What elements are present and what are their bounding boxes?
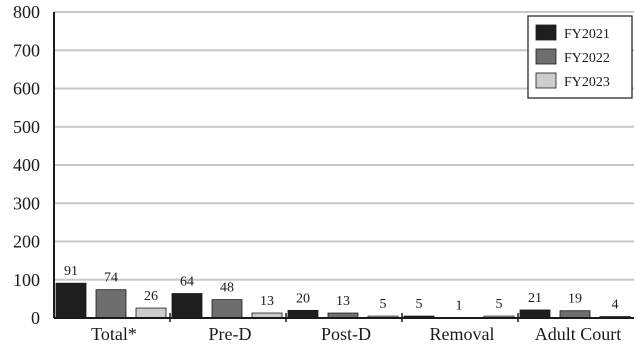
data-label: 20: [296, 291, 310, 306]
y-tick-label: 500: [13, 117, 40, 137]
data-label: 91: [64, 264, 78, 279]
data-label: 13: [260, 294, 274, 309]
y-tick-labels: 0 100 200 300 400 500 600 700 800: [13, 2, 40, 328]
legend-swatch: [535, 24, 557, 41]
gridlines: [54, 11, 634, 281]
bar-fy2021: [171, 293, 203, 319]
data-label: 5: [496, 297, 503, 312]
data-label: 21: [528, 291, 542, 306]
x-category-label: Post-D: [321, 324, 371, 344]
legend: FY2021 FY2022 FY2023: [527, 15, 633, 99]
bar-fy2021: [55, 282, 87, 319]
legend-label: FY2021: [564, 27, 610, 42]
y-tick-label: 0: [31, 308, 40, 328]
y-tick-label: 200: [13, 232, 40, 252]
data-label: 26: [144, 289, 158, 304]
legend-label: FY2022: [564, 51, 610, 66]
data-label: 4: [612, 297, 619, 312]
bar-fy2022: [211, 299, 243, 319]
data-label: 5: [380, 297, 387, 312]
bar-fy2022: [95, 289, 127, 319]
legend-swatch: [535, 48, 557, 65]
bar-fy2021: [287, 309, 319, 319]
legend-swatch: [535, 72, 557, 89]
data-label: 13: [336, 294, 350, 309]
y-tick-label: 300: [13, 193, 40, 213]
x-category-label: Adult Court: [535, 324, 622, 344]
y-tick-label: 600: [13, 79, 40, 99]
x-category-label: Pre-D: [209, 324, 252, 344]
x-category-label: Removal: [430, 324, 495, 344]
bar-fy2022: [559, 310, 591, 319]
bar-fy2021: [519, 309, 551, 319]
y-tick-label: 100: [13, 270, 40, 290]
data-label: 1: [456, 299, 463, 314]
y-tick-label: 700: [13, 40, 40, 60]
bar-fy2023: [135, 307, 167, 319]
data-label: 74: [104, 271, 118, 286]
y-tick-label: 800: [13, 2, 40, 22]
y-tick-label: 400: [13, 155, 40, 175]
data-labels: 91 74 26 64 48 13 20 13 5 5 1 5 21 19 4: [64, 264, 619, 313]
data-label: 64: [180, 275, 194, 290]
data-label: 5: [416, 297, 423, 312]
x-category-label: Total*: [91, 324, 137, 344]
data-label: 19: [568, 292, 582, 307]
axes: [53, 12, 634, 322]
legend-label: FY2023: [564, 75, 610, 90]
x-category-labels: Total* Pre-D Post-D Removal Adult Court: [91, 324, 621, 344]
data-label: 48: [220, 281, 234, 296]
